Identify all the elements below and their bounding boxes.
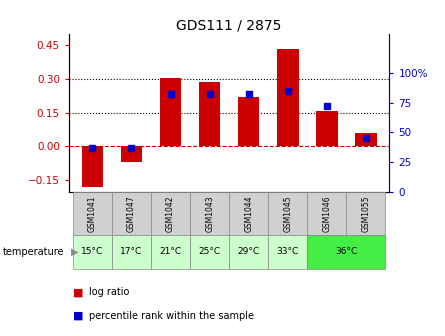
Text: 25°C: 25°C xyxy=(198,248,221,256)
Bar xyxy=(82,146,103,187)
Bar xyxy=(160,78,181,146)
Text: temperature: temperature xyxy=(3,247,65,257)
Bar xyxy=(151,235,190,269)
Bar xyxy=(229,235,268,269)
Text: GSM1046: GSM1046 xyxy=(322,195,332,232)
Bar xyxy=(238,97,259,146)
Text: percentile rank within the sample: percentile rank within the sample xyxy=(89,311,254,321)
Bar xyxy=(121,146,142,162)
Text: GSM1042: GSM1042 xyxy=(166,195,175,232)
Bar xyxy=(268,235,307,269)
Text: log ratio: log ratio xyxy=(89,287,129,297)
Text: GSM1055: GSM1055 xyxy=(361,195,370,232)
Text: 33°C: 33°C xyxy=(277,248,299,256)
Text: ■: ■ xyxy=(73,311,84,321)
Text: 36°C: 36°C xyxy=(335,248,357,256)
Text: 15°C: 15°C xyxy=(81,248,104,256)
Text: 17°C: 17°C xyxy=(120,248,142,256)
Text: GSM1047: GSM1047 xyxy=(127,195,136,232)
Bar xyxy=(73,235,112,269)
Bar xyxy=(307,192,346,235)
Bar xyxy=(151,192,190,235)
Bar xyxy=(277,49,299,146)
Text: ▶: ▶ xyxy=(71,247,79,257)
Bar xyxy=(229,192,268,235)
Text: 21°C: 21°C xyxy=(159,248,182,256)
Bar xyxy=(199,82,220,146)
Bar xyxy=(268,192,307,235)
Bar xyxy=(112,235,151,269)
Bar xyxy=(346,192,385,235)
Bar xyxy=(355,133,376,146)
Bar xyxy=(190,235,229,269)
Bar xyxy=(73,192,112,235)
Text: 29°C: 29°C xyxy=(238,248,260,256)
Text: GSM1041: GSM1041 xyxy=(88,195,97,232)
Text: GSM1044: GSM1044 xyxy=(244,195,253,232)
Text: GSM1043: GSM1043 xyxy=(205,195,214,232)
Title: GDS111 / 2875: GDS111 / 2875 xyxy=(177,18,282,33)
Bar xyxy=(316,112,338,146)
Bar xyxy=(307,235,385,269)
Text: GSM1045: GSM1045 xyxy=(283,195,292,232)
Text: ■: ■ xyxy=(73,287,84,297)
Bar xyxy=(112,192,151,235)
Bar xyxy=(190,192,229,235)
